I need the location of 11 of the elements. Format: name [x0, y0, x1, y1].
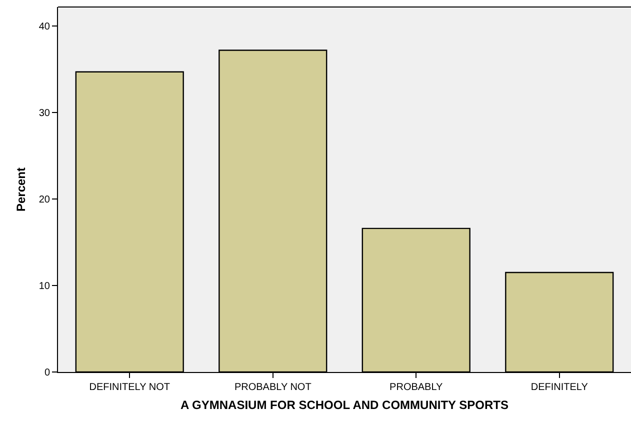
x-tick-label: DEFINITELY NOT — [89, 382, 170, 393]
x-tick-label: DEFINITELY — [530, 382, 588, 393]
y-axis-title: Percent — [14, 167, 28, 212]
y-tick-label: 20 — [38, 194, 50, 206]
y-tick-label: 0 — [44, 368, 50, 378]
y-tick-label: 30 — [38, 108, 50, 120]
y-tick-label: 40 — [38, 22, 50, 33]
x-axis-title: A GYMNASIUM FOR SCHOOL AND COMMUNITY SPORTS — [180, 398, 509, 412]
y-tick-label: 10 — [38, 281, 50, 292]
x-tick-label: PROBABLY — [390, 382, 444, 393]
x-tick-label: PROBABLY NOT — [234, 382, 312, 393]
